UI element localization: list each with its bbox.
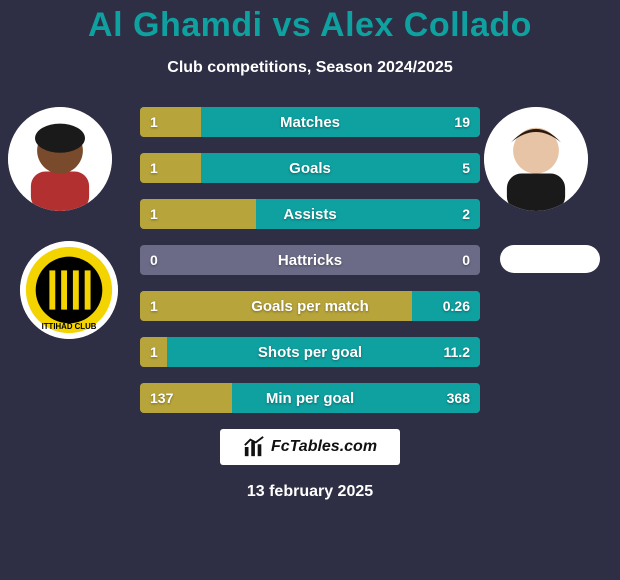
stat-value-right: 19: [444, 107, 480, 137]
stat-fill-left: [140, 291, 412, 321]
player-left-avatar: [8, 107, 112, 211]
date-label: 13 february 2025: [0, 483, 620, 501]
stat-value-right: 2: [452, 199, 480, 229]
stat-fill-right: [201, 107, 480, 137]
svg-text:ITTIHAD CLUB: ITTIHAD CLUB: [42, 322, 97, 331]
stat-row: 15Goals: [140, 153, 480, 183]
stat-value-right: 0: [452, 245, 480, 275]
stat-value-right: 368: [437, 383, 480, 413]
stat-value-left: 0: [140, 245, 168, 275]
stat-value-right: 5: [452, 153, 480, 183]
stat-value-right: 0.26: [433, 291, 480, 321]
stat-value-left: 1: [140, 291, 168, 321]
stat-value-left: 1: [140, 199, 168, 229]
club-badge-icon: ITTIHAD CLUB: [20, 241, 118, 339]
player-right-club-badge: [500, 245, 600, 273]
stat-label: Hattricks: [140, 245, 480, 275]
avatar-placeholder-icon: [8, 107, 112, 211]
comparison-panel: ITTIHAD CLUB 119Matches15Goals12Assists0…: [0, 107, 620, 413]
stat-value-left: 1: [140, 153, 168, 183]
chart-icon: [243, 436, 265, 458]
player-right-avatar: [484, 107, 588, 211]
stat-row: 111.2Shots per goal: [140, 337, 480, 367]
stat-value-left: 1: [140, 107, 168, 137]
stat-bars: 119Matches15Goals12Assists00Hattricks10.…: [140, 107, 480, 413]
stat-value-right: 11.2: [434, 337, 480, 367]
stat-row: 12Assists: [140, 199, 480, 229]
page-subtitle: Club competitions, Season 2024/2025: [0, 59, 620, 77]
avatar-placeholder-icon: [484, 107, 588, 211]
stat-value-left: 1: [140, 337, 168, 367]
player-left-club-badge: ITTIHAD CLUB: [20, 241, 118, 339]
stat-fill-right: [201, 153, 480, 183]
stat-row: 119Matches: [140, 107, 480, 137]
stat-row: 0 0Hattricks: [140, 245, 480, 275]
stat-row: 137368Min per goal: [140, 383, 480, 413]
page-title: Al Ghamdi vs Alex Collado: [0, 0, 620, 45]
stat-value-left: 137: [140, 383, 183, 413]
stat-row: 10.26Goals per match: [140, 291, 480, 321]
brand-badge: FcTables.com: [220, 429, 400, 465]
stat-fill-right: [256, 199, 480, 229]
brand-label: FcTables.com: [271, 438, 377, 456]
